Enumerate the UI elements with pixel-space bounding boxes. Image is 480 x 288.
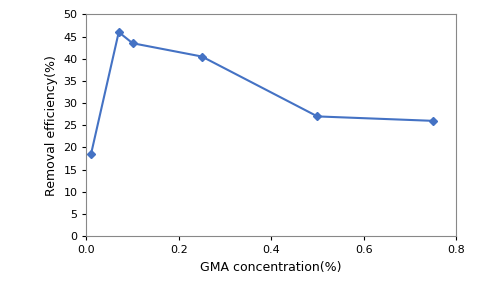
X-axis label: GMA concentration(%): GMA concentration(%) bbox=[201, 261, 342, 274]
Y-axis label: Removal efficiency(%): Removal efficiency(%) bbox=[45, 55, 58, 196]
